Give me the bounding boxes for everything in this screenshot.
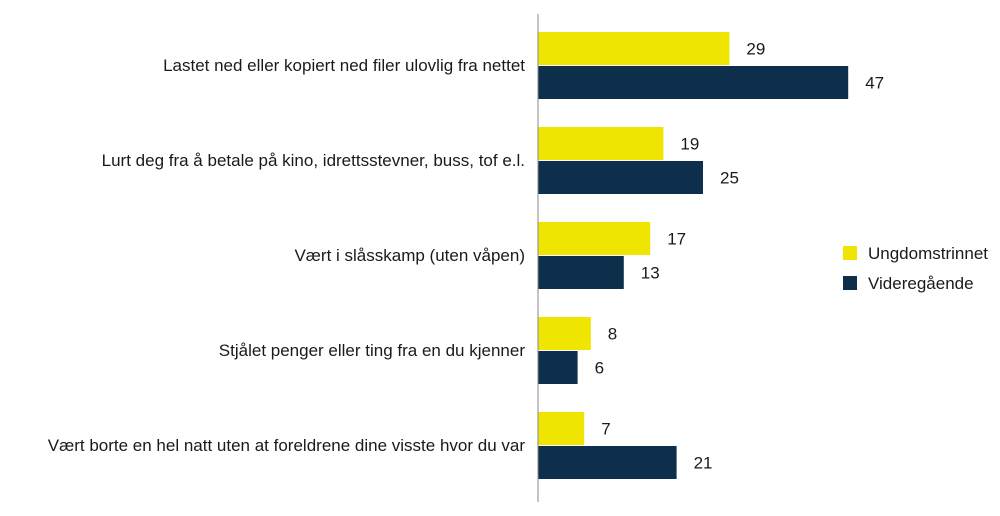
legend-label: Videregående	[868, 274, 974, 293]
category-label: Vært i slåsskamp (uten våpen)	[294, 246, 525, 265]
data-label: 25	[720, 169, 739, 188]
data-label: 7	[601, 420, 610, 439]
category-label: Vært borte en hel natt uten at foreldren…	[48, 436, 526, 455]
data-label: 17	[667, 230, 686, 249]
data-label: 6	[595, 359, 604, 378]
bar-ungdomstrinnet	[538, 222, 651, 255]
bar-videregaende	[538, 161, 703, 194]
data-label: 13	[641, 264, 660, 283]
data-label: 8	[608, 325, 617, 344]
bar-ungdomstrinnet	[538, 127, 664, 160]
legend-swatch	[843, 276, 857, 290]
bar-ungdomstrinnet	[538, 317, 591, 350]
data-label: 19	[680, 135, 699, 154]
bar-videregaende	[538, 351, 578, 384]
data-label: 29	[746, 40, 765, 59]
bar-ungdomstrinnet	[538, 412, 585, 445]
legend-swatch	[843, 246, 857, 260]
category-label: Lurt deg fra å betale på kino, idrettsst…	[102, 151, 525, 170]
bar-ungdomstrinnet	[538, 32, 730, 65]
bar-videregaende	[538, 446, 677, 479]
data-label: 21	[694, 454, 713, 473]
category-label: Lastet ned eller kopiert ned filer ulovl…	[163, 56, 525, 75]
bar-videregaende	[538, 66, 849, 99]
data-label: 47	[865, 74, 884, 93]
category-label: Stjålet penger eller ting fra en du kjen…	[219, 341, 526, 360]
bar-videregaende	[538, 256, 624, 289]
legend-label: Ungdomstrinnet	[868, 244, 988, 263]
